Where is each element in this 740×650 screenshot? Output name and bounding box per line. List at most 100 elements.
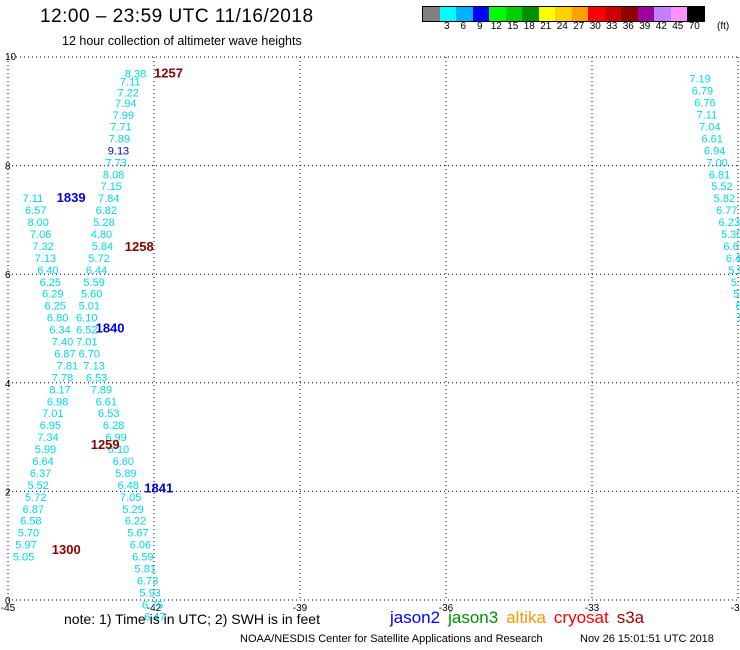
wave-height-point: 5.84 — [92, 241, 113, 253]
color-swatch — [555, 7, 572, 21]
wave-height-point: 6.95 — [40, 420, 61, 432]
wave-height-point: 8.08 — [103, 169, 124, 181]
color-scale-label: 18 — [523, 21, 535, 32]
wave-height-point: 5.68 — [733, 289, 740, 301]
wave-height-point: 7.01 — [76, 337, 97, 349]
wave-height-point: 7.01 — [42, 408, 63, 420]
chart-title: 12:00 – 23:59 UTC 11/16/2018 — [40, 6, 314, 27]
color-swatch — [621, 7, 638, 21]
wave-height-point: 6.25 — [45, 301, 66, 313]
wave-height-point: 6.61 — [702, 133, 723, 145]
wave-height-point: 6.82 — [96, 205, 117, 217]
wave-height-point: 7.11 — [120, 76, 141, 88]
wave-height-point: 7.71 — [110, 122, 131, 134]
wave-height-point: 7.00 — [706, 157, 727, 169]
color-swatch — [604, 7, 621, 21]
pass-time-label: 1839 — [57, 190, 86, 205]
wave-height-point: 7.22 — [118, 87, 139, 99]
wave-height-point: 5.52 — [711, 181, 732, 193]
wave-height-point: 6.94 — [704, 145, 725, 157]
wave-height-point: 6.59 — [132, 552, 153, 564]
wave-height-point: 7.32 — [32, 241, 53, 253]
wave-height-point: 5.81 — [135, 564, 156, 576]
wave-height-point: 6.67 — [723, 241, 740, 253]
wave-height-point: 8.17 — [49, 384, 70, 396]
wave-height-point: 6.64 — [32, 456, 53, 468]
wave-height-point: 7.84 — [98, 193, 119, 205]
wave-height-point: 7.99 — [113, 110, 134, 122]
wave-height-point: 6.22 — [125, 516, 146, 528]
wave-height-point: 6.81 — [709, 169, 730, 181]
color-swatch — [670, 7, 687, 21]
wave-height-point: 6.87 — [54, 348, 75, 360]
color-swatch — [637, 7, 654, 21]
color-swatch — [522, 7, 539, 21]
wave-height-point: 5.59 — [83, 277, 104, 289]
wave-height-point: 6.77 — [716, 205, 737, 217]
color-swatch — [472, 7, 489, 21]
color-swatch — [571, 7, 588, 21]
x-tick-label: -30 — [731, 603, 740, 614]
color-swatch — [423, 7, 440, 21]
color-scale-label: 42 — [655, 21, 667, 32]
legend-entry-jason3: jason3 — [448, 608, 499, 627]
wave-height-point: 6.44 — [86, 265, 107, 277]
wave-height-point: 6.79 — [692, 86, 713, 98]
wave-height-point: 5.82 — [714, 193, 735, 205]
wave-height-point: 7.04 — [699, 122, 720, 134]
wave-height-point: 6.29 — [42, 289, 63, 301]
x-tick-label: -42 — [147, 603, 162, 614]
wave-height-point: 5.05 — [13, 552, 34, 564]
wave-height-point: 5.28 — [93, 217, 114, 229]
wave-height-point: 6.99 — [105, 432, 126, 444]
wave-height-point: 5.60 — [81, 289, 102, 301]
color-scale-bar — [422, 6, 705, 22]
wave-height-point: 6.52 — [76, 325, 97, 337]
wave-height-point: 6.10 — [108, 444, 129, 456]
wave-height-point: 6.62 — [736, 301, 740, 313]
chart-subtitle: 12 hour collection of altimeter wave hei… — [62, 34, 302, 48]
wave-height-point: 5.30 — [721, 229, 740, 241]
color-swatch — [439, 7, 456, 21]
pass-time-label: 1841 — [144, 481, 173, 496]
color-scale-label: 6 — [460, 21, 467, 32]
wave-height-point: 5.93 — [139, 587, 160, 599]
wave-height-point: 7.81 — [57, 360, 78, 372]
wave-height-point: 6.75 — [142, 599, 163, 611]
color-scale-label: 12 — [490, 21, 502, 32]
pass-time-label: 1840 — [96, 321, 125, 336]
wave-height-point: 7.11 — [23, 193, 44, 205]
wave-height-point: 9.13 — [108, 145, 129, 157]
wave-height-point: 6.87 — [23, 504, 44, 516]
wave-height-point: 6.28 — [103, 420, 124, 432]
color-scale-label: 33 — [606, 21, 618, 32]
color-scale-label: 24 — [556, 21, 568, 32]
wave-height-point: 6.48 — [118, 480, 139, 492]
color-scale-label: 21 — [540, 21, 552, 32]
wave-height-point: 7.34 — [37, 432, 58, 444]
wave-height-point: 6.47 — [144, 611, 165, 623]
color-scale-label: 39 — [639, 21, 651, 32]
wave-height-point: 7.11 — [697, 110, 718, 122]
y-tick-label: 10 — [5, 52, 17, 63]
wave-height-point: 5.97 — [15, 540, 36, 552]
color-scale-label: 45 — [672, 21, 684, 32]
wave-height-point: 5.70 — [18, 528, 39, 540]
y-tick-label: 2 — [5, 487, 11, 498]
color-scale-unit: (ft) — [717, 21, 730, 32]
wave-height-point: 6.40 — [37, 265, 58, 277]
wave-height-point: 6.37 — [30, 468, 51, 480]
wave-height-point: 7.40 — [52, 337, 73, 349]
y-tick-label: 4 — [5, 379, 11, 390]
legend-entry-altika: altika — [506, 608, 546, 627]
wave-height-point: 7.05 — [120, 492, 141, 504]
wave-height-point: 7.73 — [105, 157, 126, 169]
pass-time-label: 1259 — [91, 437, 120, 452]
color-swatch — [538, 7, 555, 21]
x-tick-label: -39 — [293, 603, 308, 614]
credit-line: NOAA/NESDIS Center for Satellite Applica… — [240, 633, 543, 645]
color-scale-label: 27 — [573, 21, 585, 32]
wave-height-point: 6.70 — [79, 348, 100, 360]
color-swatch — [489, 7, 506, 21]
wave-height-point: 6.60 — [113, 456, 134, 468]
